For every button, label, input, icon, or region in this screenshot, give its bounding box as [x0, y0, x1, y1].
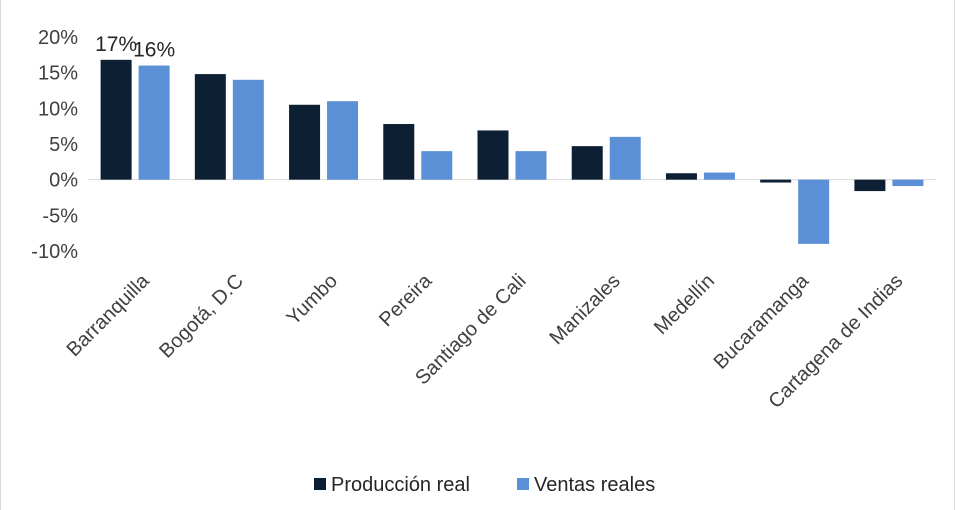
- data-label: 16%: [133, 39, 175, 62]
- bar-produccion: [760, 179, 792, 183]
- bar-produccion: [665, 173, 697, 180]
- y-tick-label: -5%: [42, 205, 78, 227]
- bar-ventas: [892, 179, 924, 187]
- y-tick-label: 10%: [38, 98, 78, 120]
- y-tick-label: -10%: [31, 241, 78, 263]
- legend-label-ventas: Ventas reales: [534, 474, 655, 496]
- bar-produccion: [477, 130, 509, 180]
- bar-ventas: [232, 79, 264, 180]
- data-label: 17%: [95, 33, 137, 56]
- bar-produccion: [854, 179, 886, 192]
- bar-ventas: [609, 136, 641, 180]
- category-label: Bogotá, D.C: [155, 270, 248, 363]
- bar-ventas: [421, 151, 453, 180]
- y-tick-label: 15%: [38, 63, 78, 85]
- category-label: Bucaramanga: [710, 269, 814, 373]
- category-label: Medellín: [650, 270, 719, 339]
- category-label: Barranquilla: [63, 269, 155, 361]
- bar-produccion: [383, 124, 415, 180]
- y-tick-label: 0%: [49, 170, 78, 192]
- y-tick-label: 5%: [49, 134, 78, 156]
- bar-ventas: [703, 172, 735, 180]
- bar-ventas: [798, 179, 830, 244]
- y-tick-label: 20%: [38, 27, 78, 49]
- bar-produccion: [289, 104, 321, 180]
- category-label: Yumbo: [283, 270, 343, 330]
- bar-produccion: [571, 146, 603, 180]
- category-label: Pereira: [375, 269, 437, 331]
- bar-produccion: [100, 59, 132, 180]
- bar-ventas: [138, 65, 170, 180]
- legend-swatch-ventas: [517, 478, 529, 490]
- category-label: Manizales: [546, 270, 625, 349]
- bar-produccion: [194, 74, 226, 180]
- bar-ventas: [515, 151, 547, 180]
- bar-ventas: [327, 101, 359, 180]
- legend-label-produccion: Producción real: [331, 474, 470, 496]
- legend-swatch-produccion: [314, 478, 326, 490]
